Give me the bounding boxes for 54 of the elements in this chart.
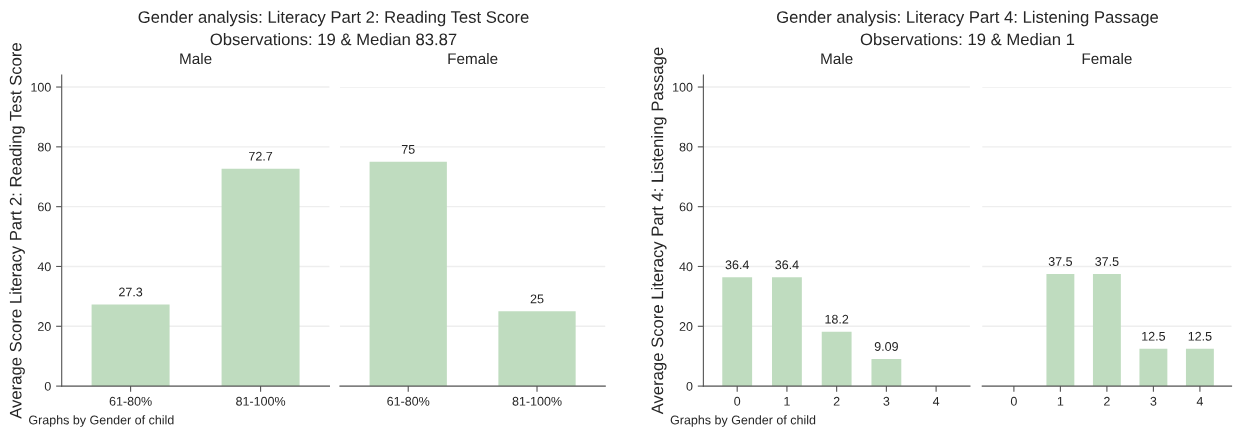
text: Observations: 19 & Median 83.87 [210,33,457,46]
bar [871,358,902,387]
data-label: 37.5 [1095,257,1119,266]
y-tick-label: 40 [679,262,693,272]
x-tick-label: 4 [932,396,940,406]
data-label: 72.7 [249,151,273,161]
chart-title: Female [448,52,498,65]
y-tick-label: 60 [679,202,693,212]
y-tick-label: 80 [679,142,693,152]
y-tick-label: 20 [38,322,51,331]
text: Observations: 19 & Median 1 [860,33,1075,46]
x-tick-label: 81-100% [512,396,562,406]
data-label: 18.2 [825,314,849,324]
chart-title: Male [821,52,853,65]
bar [821,331,852,387]
x-tick-label: 0 [1010,396,1017,406]
text: Graphs by Gender of child [29,415,174,427]
x-tick-label: 61-80% [387,396,430,406]
y-axis-title: Average Score Literacy Part 4: Listening Passage [651,47,667,415]
y-tick-label: 0 [44,381,51,391]
data-label: 37.5 [1048,257,1073,266]
x-tick-label: 1 [784,396,790,406]
x-tick-label: 3 [1150,396,1157,406]
y-tick-label: 80 [37,142,51,152]
y-tick-label: 20 [679,322,693,331]
y-tick-label: 40 [37,262,51,272]
data-label: 25 [530,294,544,304]
text: Gender analysis: Literacy Part 2: Reading Test Score [138,10,529,27]
x-tick-label: 81-100% [236,396,286,406]
y-tick-label: 100 [673,82,693,92]
text: Gender analysis: Literacy Part 4: Listening Passage [777,10,1159,27]
data-label: 36.4 [725,260,749,270]
chart-title: Female [1082,52,1132,65]
x-tick-label: 4 [1196,396,1204,406]
data-label: 36.4 [775,260,799,270]
data-label: 12.5 [1188,331,1212,341]
text: Graphs by Gender of child [670,415,816,427]
x-tick-label: 1 [1057,396,1064,406]
data-label: 27.3 [119,287,143,297]
x-tick-label: 3 [883,396,890,406]
data-label: 9.09 [874,342,898,351]
bar [772,277,802,387]
x-tick-label: 0 [734,396,741,406]
data-label: 12.5 [1142,331,1166,341]
data-label: 75 [401,145,415,154]
x-tick-label: 2 [1104,396,1110,406]
bar [722,277,753,387]
chart-title: Male [180,52,212,65]
y-tick-label: 100 [31,82,51,92]
y-tick-label: 0 [686,381,693,391]
x-tick-label: 61-80% [109,396,152,406]
x-tick-label: 2 [833,396,840,406]
y-axis-title: Average Score Literacy Part 2: Reading Test Score [9,43,25,419]
y-tick-label: 60 [38,202,51,212]
